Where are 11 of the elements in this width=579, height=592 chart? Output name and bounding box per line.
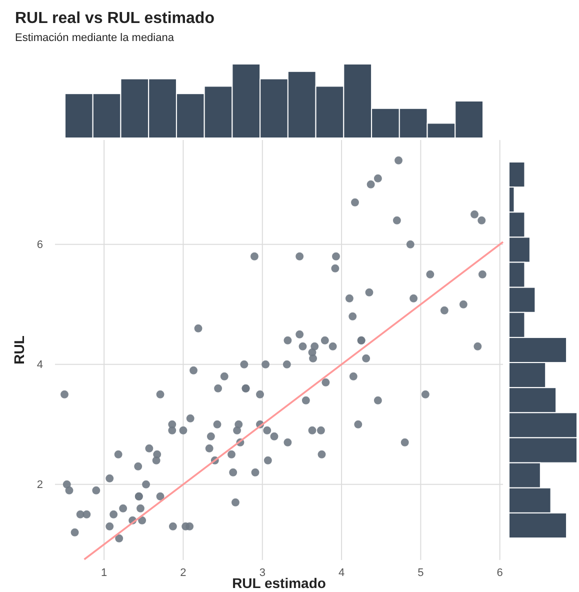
chart-title: RUL real vs RUL estimado [15,10,215,27]
y-tick-label: 2 [36,478,43,491]
x-tick-label: 5 [418,566,424,579]
chart-subtitle: Estimación mediante la mediana [15,32,175,44]
x-tick-label: 6 [496,566,503,579]
y-tick-label: 6 [36,238,43,251]
y-tick-label: 4 [36,358,43,371]
x-tick-label: 1 [101,566,108,579]
x-tick-label: 2 [180,566,186,579]
x-tick-label: 4 [338,566,345,579]
y-axis-title: RUL [11,335,27,364]
